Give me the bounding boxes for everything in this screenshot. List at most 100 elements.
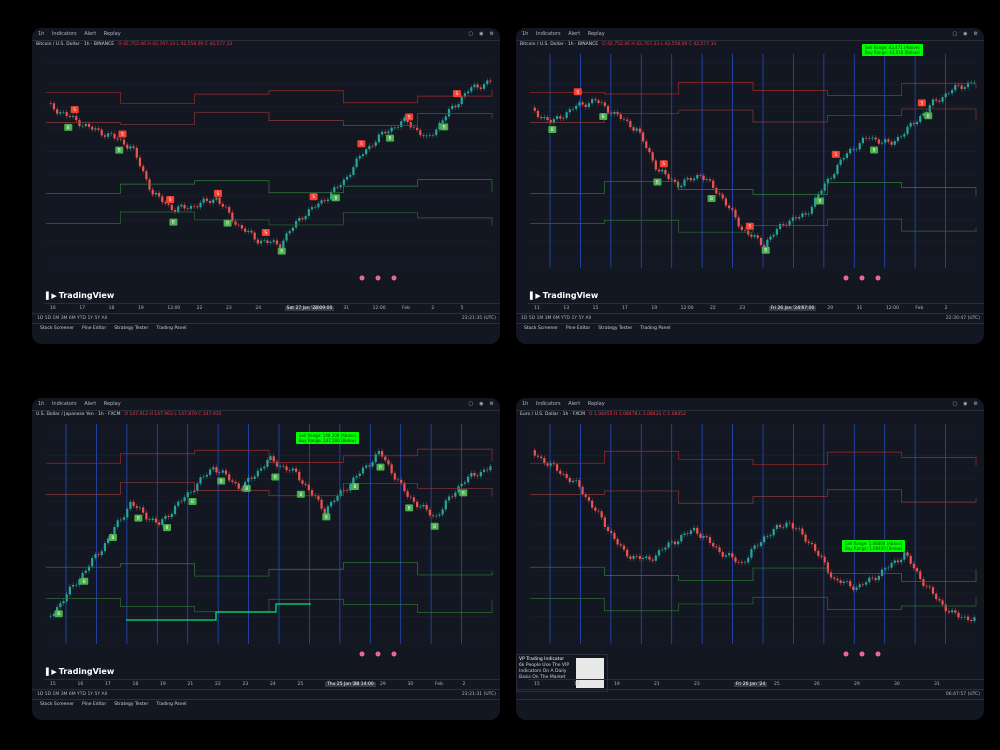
alert-button[interactable]: Alert (84, 401, 97, 407)
candle-body (409, 496, 412, 498)
buy-label: B (299, 492, 302, 497)
candle-body (71, 115, 75, 117)
candle-body (387, 460, 390, 465)
buy-marker (134, 514, 143, 522)
tab-1[interactable]: Pine Editor (81, 702, 107, 707)
candle-body (756, 545, 759, 547)
tab-3[interactable]: Trading Panel (156, 702, 187, 707)
replay-button[interactable]: Replay (587, 401, 605, 407)
candle-body (874, 577, 877, 581)
timeframes[interactable]: 1D 5D 1M 3M 6M YTD 1Y 5Y All (37, 692, 108, 697)
candle-body (855, 149, 858, 150)
symbol-title[interactable]: Euro / U.S. Dollar · 1h · FXCM (520, 412, 586, 417)
settings-icon[interactable]: ⚙ (973, 401, 978, 407)
settings-icon[interactable]: ⚙ (973, 31, 978, 37)
interval-button[interactable]: 1h (38, 401, 45, 407)
price-chart[interactable]: S S S S S S S S S B B B B B B B B (32, 40, 500, 314)
candle-body (632, 556, 635, 559)
time-tick: 22 (196, 306, 203, 311)
bottom-tabs: Stock Screener Pine Editor Strategy Tester… (32, 323, 500, 334)
candle-body (871, 577, 874, 579)
time-axis[interactable]: 11 13 15 17 19 12:00 22 23 Fri 26 Jan '24 07:00 2… (528, 303, 984, 314)
candle-body (820, 555, 823, 557)
tab-0[interactable]: Stock Screener (524, 326, 558, 331)
support-line (126, 603, 311, 621)
candle-body (782, 527, 785, 528)
range-step-line (46, 89, 493, 104)
timeframes[interactable]: 1D 5D 1M 3M 6M YTD 1Y 5Y All (37, 316, 108, 321)
layout-icon[interactable]: ▢ (952, 401, 958, 407)
candle-body (250, 230, 253, 233)
time-tick: 23 (739, 306, 746, 311)
replay-button[interactable]: Replay (103, 31, 121, 37)
indicators-button[interactable]: Indicators (535, 401, 561, 407)
sell-label: S (663, 161, 666, 166)
replay-button[interactable]: Replay (587, 31, 605, 37)
layout-icon[interactable]: ▢ (468, 401, 474, 407)
interval-button[interactable]: 1h (522, 401, 529, 407)
price-chart[interactable]: S S S S S B B B B B B B B (516, 40, 984, 314)
symbol-title[interactable]: Bitcoin / U.S. Dollar · 1h · BINANCE (520, 42, 599, 47)
time-tick: Feb (435, 682, 443, 687)
replay-button[interactable]: Replay (103, 401, 121, 407)
tab-0[interactable]: Stock Screener (40, 702, 74, 707)
candle-body (909, 555, 912, 564)
symbol-title[interactable]: U.S. Dollar / Japanese Yen · 1h · FXCM (36, 412, 121, 417)
candle-body (750, 549, 753, 558)
tab-3[interactable]: Trading Panel (640, 326, 671, 331)
interval-button[interactable]: 1h (38, 31, 45, 37)
candle-body (228, 474, 231, 481)
buy-marker (430, 522, 439, 530)
camera-icon[interactable]: ◉ (963, 31, 968, 37)
settings-icon[interactable]: ⚙ (489, 401, 494, 407)
camera-icon[interactable]: ◉ (963, 401, 968, 407)
indicators-button[interactable]: Indicators (51, 31, 77, 37)
candle-body (782, 223, 785, 225)
time-tick: 27 (798, 306, 804, 311)
time-axis[interactable]: 15 16 17 18 19 21 22 23 24 25 Thu 25 Jan '24 14:00… (44, 679, 500, 690)
tab-2[interactable]: Strategy Tester (598, 326, 633, 331)
candle-body (49, 103, 52, 104)
tab-1[interactable]: Pine Editor (81, 326, 107, 331)
time-axis[interactable]: 16 17 18 19 12:00 22 23 24 Sat 27 Jan '24 09:00 2… (44, 303, 500, 314)
indicators-button[interactable]: Indicators (51, 401, 77, 407)
candle-body (253, 476, 256, 479)
price-chart[interactable]: B B B B B B B B B B B B B B B B (32, 410, 500, 690)
candle-body (345, 176, 349, 180)
tab-1[interactable]: Pine Editor (565, 326, 591, 331)
candle-body (457, 486, 460, 493)
settings-icon[interactable]: ⚙ (489, 31, 494, 37)
timeframes[interactable]: 1D 5D 1M 3M 6M YTD 1Y 5Y All (521, 316, 592, 321)
alert-button[interactable]: Alert (568, 401, 581, 407)
candle-body (817, 193, 820, 198)
buy-label: B (656, 180, 659, 185)
price-chart[interactable] (516, 410, 984, 690)
indicators-button[interactable]: Indicators (535, 31, 561, 37)
alert-button[interactable]: Alert (568, 31, 581, 37)
promo-card[interactable]: VP Trading Indicator 6k People Use The V… (516, 654, 608, 692)
candle-body (266, 460, 269, 467)
alert-button[interactable]: Alert (84, 31, 97, 37)
candle-body (820, 190, 823, 194)
tab-0[interactable]: Stock Screener (40, 326, 74, 331)
candle-body (157, 192, 161, 197)
candle-body (798, 528, 801, 530)
chart-toolbar: 1h Indicators Alert Replay ▢ ◉ ⚙ (516, 28, 984, 41)
tab-2[interactable]: Strategy Tester (114, 326, 149, 331)
sell-marker (261, 228, 270, 236)
camera-icon[interactable]: ◉ (479, 401, 484, 407)
interval-button[interactable]: 1h (522, 31, 529, 37)
time-axis[interactable]: 15 17 19 21 23 Fri 26 Jan '24 25 26 29 30 31 (528, 679, 984, 690)
tab-3[interactable]: Trading Panel (156, 326, 187, 331)
camera-icon[interactable]: ◉ (479, 31, 484, 37)
layout-icon[interactable]: ▢ (952, 31, 958, 37)
symbol-title[interactable]: Bitcoin / U.S. Dollar · 1h · BINANCE (36, 42, 115, 47)
candle-body (247, 477, 250, 483)
range-step-line (530, 181, 977, 196)
candle-body (444, 116, 447, 121)
candle-body (715, 546, 718, 548)
buy-label: B (220, 479, 223, 484)
layout-icon[interactable]: ▢ (468, 31, 474, 37)
candle-body (715, 187, 718, 194)
tab-2[interactable]: Strategy Tester (114, 702, 149, 707)
